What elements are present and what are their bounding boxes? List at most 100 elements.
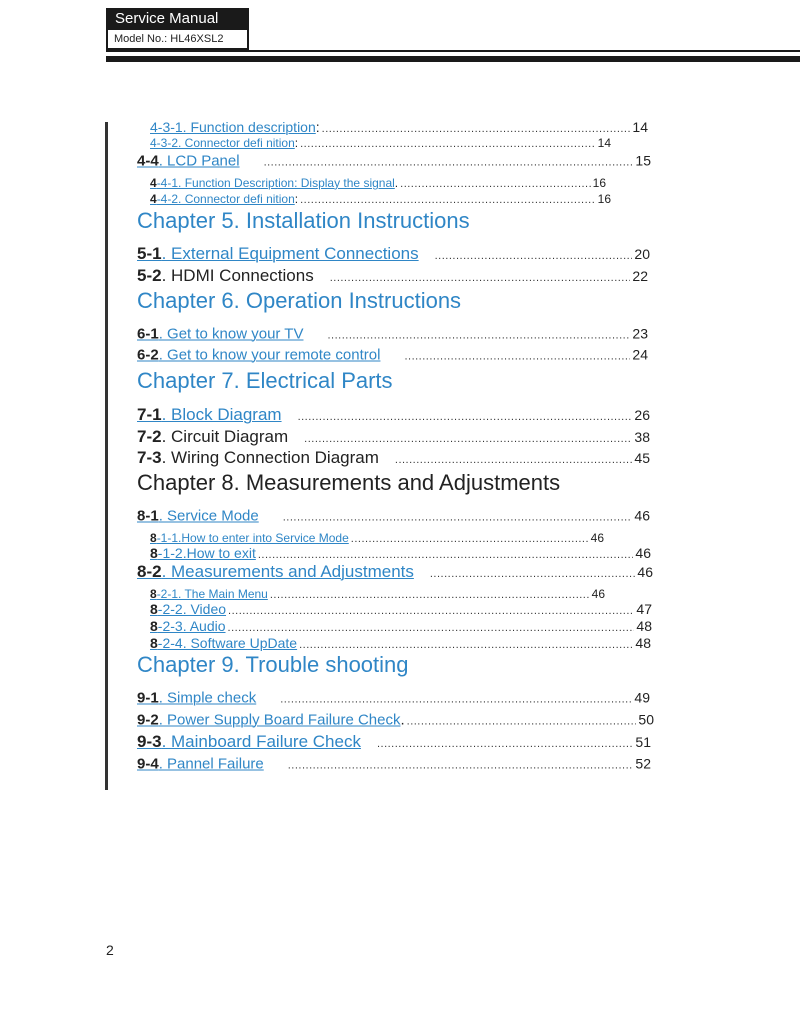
- toc-entry-link[interactable]: 7-1. Block Diagram: [137, 405, 282, 425]
- toc-entry-link[interactable]: 9-1. Simple check: [137, 690, 256, 707]
- toc-entry[interactable]: 9-1. Simple check 49: [137, 690, 650, 707]
- page-ref: 15: [635, 152, 651, 169]
- section-number: 4-4: [137, 152, 159, 170]
- section-title: 4-3-2. Connector defi nition: [150, 136, 295, 150]
- toc-entry[interactable]: 9-3. Mainboard Failure Check 51: [137, 732, 651, 752]
- toc-entry-link[interactable]: 8-2-4. Software UpDate: [150, 635, 297, 651]
- page-ref: 22: [632, 268, 648, 284]
- dot-leader: [299, 639, 633, 651]
- toc-entry[interactable]: 7-2. Circuit Diagram 38: [137, 427, 650, 447]
- section-number: 6-1: [137, 325, 159, 343]
- toc-entry-link[interactable]: 8-2-1. The Main Menu: [150, 587, 268, 601]
- model-number: Model No.: HL46XSL2: [106, 30, 249, 50]
- toc-entry[interactable]: 9-2. Power Supply Board Failure Check. 50: [137, 712, 654, 729]
- toc-entry[interactable]: 4-3-2. Connector defi nition: 14: [150, 136, 611, 150]
- toc-entry-link[interactable]: 6-1. Get to know your TV: [137, 326, 303, 343]
- page-ref: 48: [636, 618, 652, 634]
- chapter-heading[interactable]: Chapter 9. Trouble shooting: [137, 652, 409, 677]
- toc-entry-link[interactable]: 9-3. Mainboard Failure Check: [137, 732, 361, 752]
- section-title: . HDMI Connections: [161, 266, 314, 285]
- toc-entry-link[interactable]: 7-2. Circuit Diagram: [137, 427, 288, 447]
- toc-entry[interactable]: 7-1. Block Diagram 26: [137, 405, 650, 425]
- chapter-heading[interactable]: Chapter 6. Operation Instructions: [137, 288, 462, 313]
- toc-entry-link[interactable]: 8-2-3. Audio: [150, 618, 226, 634]
- toc-entry-link[interactable]: 8-1. Service Mode: [137, 508, 259, 525]
- toc-entry-link[interactable]: 4-4-2. Connector defi nition: [150, 192, 295, 206]
- margin-bar: [105, 122, 108, 790]
- toc-entry[interactable]: 4-4-1. Function Description: Display the…: [150, 176, 606, 190]
- section-title: . Get to know your TV: [158, 325, 304, 343]
- toc-entry-link[interactable]: 4-4. LCD Panel: [137, 153, 240, 170]
- page-ref: 46: [634, 507, 650, 524]
- page-ref: 45: [634, 450, 650, 466]
- page-ref: 46: [635, 545, 651, 561]
- section-title: -4-2. Connector defi nition: [156, 192, 295, 206]
- toc-entry[interactable]: 6-2. Get to know your remote control 24: [137, 347, 648, 364]
- toc-entry[interactable]: 8-2-1. The Main Menu 46: [150, 587, 605, 601]
- section-number: 7-1: [137, 405, 162, 424]
- toc-entry[interactable]: 8-1-2.How to exit 46: [150, 545, 651, 561]
- section-number: 7-2: [137, 427, 162, 446]
- toc-entry[interactable]: 8-2-4. Software UpDate 48: [150, 635, 651, 651]
- section-number: 9-4: [137, 755, 159, 773]
- toc-entry-link[interactable]: 4-3-1. Function description: [150, 119, 316, 135]
- toc-entry-link[interactable]: 9-2. Power Supply Board Failure Check: [137, 712, 400, 729]
- dot-leader: [327, 330, 630, 342]
- page-ref: 23: [632, 325, 648, 342]
- section-number: 9-3: [137, 732, 162, 751]
- toc-entry-link[interactable]: 5-2. HDMI Connections: [137, 266, 314, 286]
- dot-leader: [288, 760, 634, 772]
- section-title: . Block Diagram: [161, 405, 282, 424]
- section-number: 8: [150, 618, 158, 634]
- toc-entry[interactable]: 8-2. Measurements and Adjustments 46: [137, 562, 653, 582]
- toc-entry[interactable]: 9-4. Pannel Failure 52: [137, 756, 651, 773]
- toc-entry-link[interactable]: 8-1-2.How to exit: [150, 545, 256, 561]
- section-title: . Get to know your remote control: [158, 346, 381, 364]
- dot-leader: [298, 411, 633, 423]
- page-ref: 46: [637, 564, 653, 580]
- chapter-heading[interactable]: Chapter 5. Installation Instructions: [137, 208, 470, 233]
- toc-entry[interactable]: 8-1. Service Mode 46: [137, 508, 650, 525]
- section-number: 9-2: [137, 711, 159, 729]
- toc-entry[interactable]: 5-1. External Equipment Connections 20: [137, 244, 650, 264]
- chapter-heading[interactable]: Chapter 7. Electrical Parts: [137, 368, 393, 393]
- dot-leader: [304, 433, 632, 445]
- toc-entry[interactable]: 8-1-1.How to enter into Service Mode 46: [150, 531, 604, 545]
- section-title: . Wiring Connection Diagram: [161, 448, 379, 467]
- header-rule-thin: [106, 50, 800, 52]
- toc-entry-link[interactable]: 4-4-1. Function Description: Display the…: [150, 176, 395, 190]
- toc-entry-link[interactable]: 5-1. External Equipment Connections: [137, 244, 419, 264]
- toc-entry-link[interactable]: 8-2-2. Video: [150, 601, 226, 617]
- section-number: 8-1: [137, 507, 159, 525]
- toc-entry[interactable]: 6-1. Get to know your TV 23: [137, 326, 648, 343]
- toc-entry[interactable]: 8-2-2. Video 47: [150, 601, 652, 617]
- toc-entry-link[interactable]: 4-3-2. Connector defi nition: [150, 136, 295, 150]
- toc-entry[interactable]: 8-2-3. Audio 48: [150, 618, 652, 634]
- section-number: 9-1: [137, 689, 159, 707]
- toc-entry-link[interactable]: 9-4. Pannel Failure: [137, 756, 264, 773]
- toc-entry[interactable]: 7-3. Wiring Connection Diagram 45: [137, 448, 650, 468]
- page-ref: 50: [638, 711, 654, 728]
- toc-entry-link[interactable]: 8-2. Measurements and Adjustments: [137, 562, 414, 582]
- dot-leader: [283, 512, 633, 524]
- toc-entry[interactable]: 5-2. HDMI Connections 22: [137, 266, 648, 286]
- toc-entry[interactable]: 4-4-2. Connector defi nition: 16: [150, 192, 611, 206]
- page-number: 2: [106, 942, 114, 958]
- dot-leader: [330, 272, 631, 284]
- section-number: 8: [150, 545, 158, 561]
- toc-entry[interactable]: 4-3-1. Function description: 14: [150, 119, 648, 135]
- dot-leader: [322, 123, 631, 135]
- section-title: . Service Mode: [158, 507, 259, 525]
- page-ref: 14: [597, 136, 611, 150]
- chapter-heading[interactable]: Chapter 8. Measurements and Adjustments: [137, 470, 561, 495]
- toc-entry-link[interactable]: 6-2. Get to know your remote control: [137, 347, 380, 364]
- dot-leader: [351, 533, 589, 545]
- section-number: 8: [150, 601, 158, 617]
- toc-entry-link[interactable]: 8-1-1.How to enter into Service Mode: [150, 531, 349, 545]
- toc-entry[interactable]: 4-4. LCD Panel 15: [137, 153, 651, 170]
- toc-entry-link[interactable]: 7-3. Wiring Connection Diagram: [137, 448, 379, 468]
- section-number: 5-2: [137, 266, 162, 285]
- header-rule-thick: [106, 56, 800, 62]
- dot-leader: [300, 194, 596, 206]
- section-number: 6-2: [137, 346, 159, 364]
